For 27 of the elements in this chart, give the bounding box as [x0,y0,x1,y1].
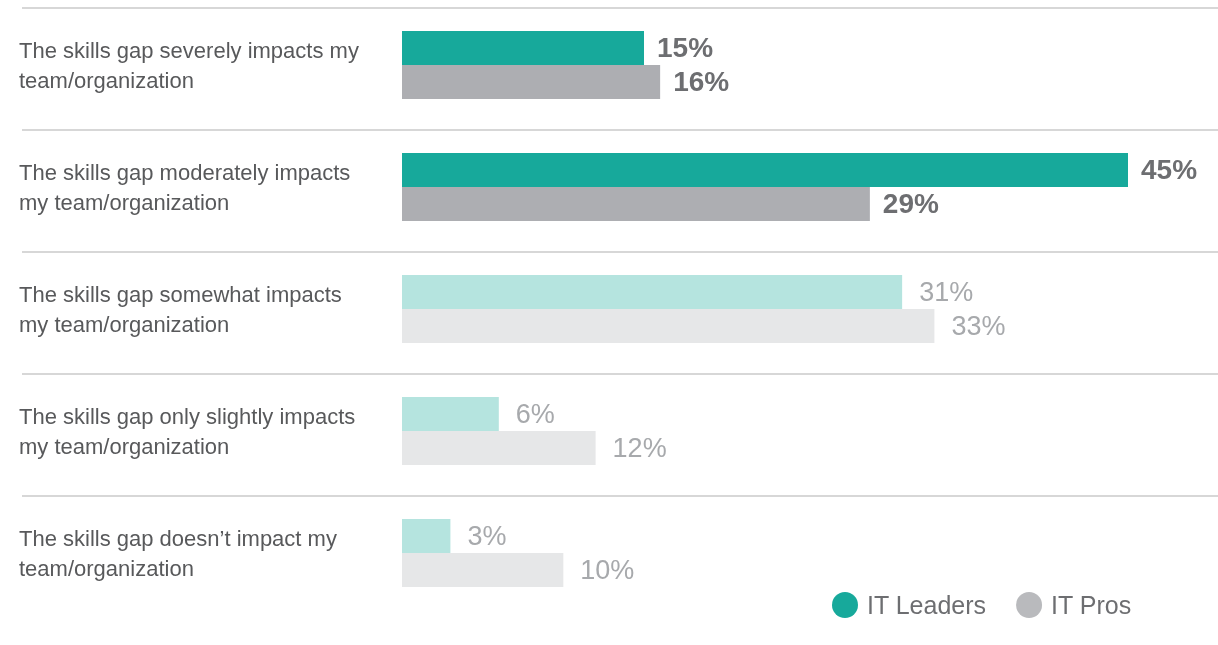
data-label: 45% [1141,154,1198,185]
y-tick-label: The skills gap moderately impacts my team/organization [19,160,351,215]
data-label: 29% [882,188,940,219]
y-tick-label: The skills gap severely impacts my team/organization [19,38,359,93]
data-label: 31% [919,277,974,307]
y-tick-label: The skills gap somewhat impacts my team/organization [19,282,342,337]
data-label: 3% [467,521,507,551]
data-label: 33% [951,311,1006,341]
y-tick-label: The skills gap only slightly impacts my team/organization [19,404,356,459]
bar [402,309,935,343]
bar [402,553,564,587]
data-label: 6% [515,399,555,429]
bar [402,187,870,221]
bar [402,397,499,431]
data-label: 15% [657,32,714,63]
bar [402,275,903,309]
y-tick-label: The skills gap doesn’t impact my team/organization [19,526,337,581]
data-label: 16% [673,66,730,97]
data-label: 10% [580,555,635,585]
data-label: 12% [612,433,667,463]
legend-label: IT Leaders [867,591,987,619]
bar [402,31,644,65]
legend-label: IT Pros [1051,591,1132,619]
bar [402,65,661,99]
bar [402,519,451,553]
bar [402,431,596,465]
bar [402,153,1128,187]
